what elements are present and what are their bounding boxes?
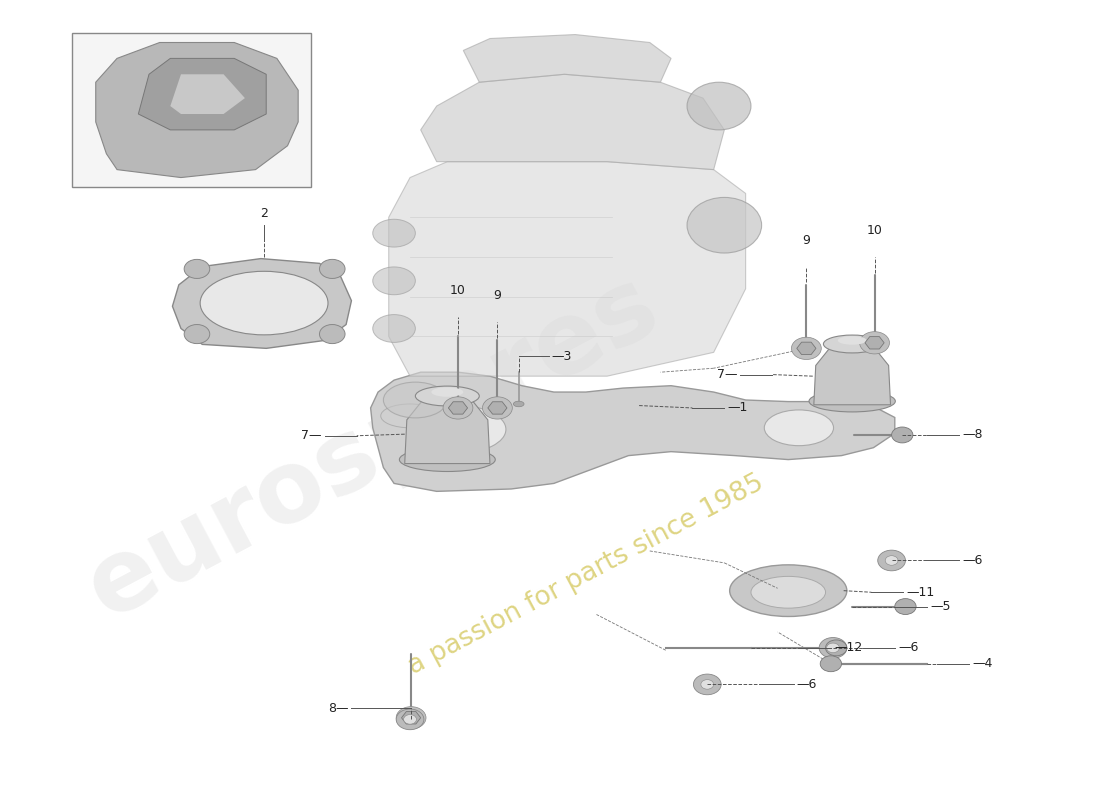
Circle shape	[892, 427, 913, 443]
Polygon shape	[420, 74, 724, 170]
Circle shape	[688, 198, 761, 253]
Polygon shape	[463, 34, 671, 82]
Circle shape	[693, 674, 722, 694]
Ellipse shape	[514, 401, 524, 406]
Polygon shape	[487, 402, 507, 414]
Circle shape	[820, 638, 847, 658]
Text: 8—: 8—	[328, 702, 349, 714]
Circle shape	[821, 656, 842, 672]
Polygon shape	[371, 372, 894, 491]
Text: 2: 2	[260, 207, 268, 221]
Circle shape	[396, 706, 426, 729]
Ellipse shape	[808, 390, 895, 412]
Polygon shape	[405, 396, 490, 463]
Circle shape	[688, 82, 751, 130]
Polygon shape	[449, 402, 468, 414]
Circle shape	[404, 714, 417, 724]
Circle shape	[825, 640, 847, 656]
Circle shape	[826, 643, 839, 653]
Circle shape	[483, 397, 513, 419]
Text: —6: —6	[796, 678, 817, 691]
Text: eurospares: eurospares	[70, 257, 674, 639]
Text: 10: 10	[450, 284, 466, 297]
Text: —6: —6	[898, 642, 918, 654]
Circle shape	[319, 325, 345, 343]
Polygon shape	[865, 337, 884, 349]
Ellipse shape	[373, 219, 416, 247]
Circle shape	[184, 325, 210, 343]
FancyBboxPatch shape	[73, 33, 311, 187]
Polygon shape	[170, 74, 245, 114]
Ellipse shape	[838, 336, 867, 345]
Circle shape	[443, 397, 473, 419]
Circle shape	[701, 680, 714, 689]
Text: 9: 9	[802, 234, 811, 246]
Ellipse shape	[729, 565, 847, 617]
Ellipse shape	[373, 267, 416, 294]
Text: —12: —12	[834, 642, 862, 654]
Ellipse shape	[764, 410, 834, 446]
Text: —5: —5	[930, 600, 950, 613]
Polygon shape	[139, 58, 266, 130]
Ellipse shape	[373, 314, 416, 342]
Ellipse shape	[410, 406, 506, 454]
Circle shape	[886, 556, 898, 566]
Text: —3: —3	[552, 350, 572, 363]
Polygon shape	[96, 42, 298, 178]
Text: —4: —4	[972, 658, 993, 670]
Polygon shape	[402, 711, 420, 724]
Circle shape	[791, 338, 822, 359]
Polygon shape	[814, 344, 891, 405]
Text: —8: —8	[961, 429, 982, 442]
Polygon shape	[388, 162, 746, 376]
Polygon shape	[173, 258, 351, 348]
Circle shape	[894, 598, 916, 614]
Text: 9: 9	[494, 290, 502, 302]
Text: —11: —11	[906, 586, 935, 598]
Ellipse shape	[751, 576, 825, 608]
Ellipse shape	[824, 335, 881, 353]
Ellipse shape	[399, 448, 495, 471]
Text: 10: 10	[867, 224, 882, 237]
Circle shape	[319, 259, 345, 278]
Circle shape	[878, 550, 905, 571]
Text: —1: —1	[727, 402, 748, 414]
Text: 7—: 7—	[301, 430, 321, 442]
Ellipse shape	[431, 387, 463, 397]
Text: a passion for parts since 1985: a passion for parts since 1985	[404, 470, 768, 680]
Polygon shape	[796, 342, 816, 354]
Ellipse shape	[200, 271, 328, 335]
Text: —6: —6	[961, 554, 982, 567]
Text: 7—: 7—	[716, 368, 737, 381]
Circle shape	[396, 709, 424, 730]
Circle shape	[184, 259, 210, 278]
Ellipse shape	[416, 386, 480, 406]
Ellipse shape	[384, 382, 448, 418]
Circle shape	[859, 332, 890, 354]
Ellipse shape	[381, 404, 439, 428]
